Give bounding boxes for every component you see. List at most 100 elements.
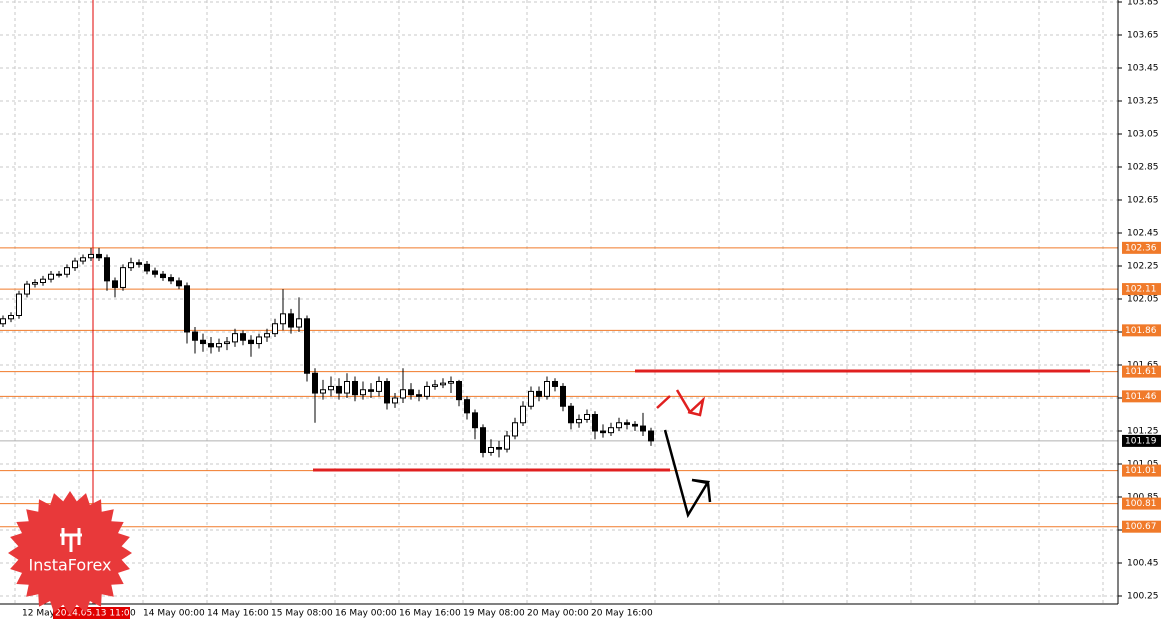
y-tick-label: 101.65 — [1127, 361, 1159, 371]
candle-body — [208, 343, 214, 348]
candle-body — [424, 385, 430, 397]
candles — [0, 247, 654, 458]
candle-body — [528, 390, 534, 407]
candle-body — [264, 333, 270, 338]
candle-body — [16, 293, 22, 316]
level-label: 101.61 — [1125, 367, 1157, 377]
candle-body — [168, 277, 174, 282]
candle-body — [328, 385, 334, 391]
vertical-grid — [14, 0, 1104, 604]
candle-body — [504, 435, 510, 450]
candle-body — [256, 336, 262, 345]
y-tick-label: 102.45 — [1127, 229, 1159, 239]
candle-body — [152, 270, 158, 275]
candle-body — [320, 389, 326, 394]
candle-body — [344, 381, 350, 394]
level-label-box — [1122, 324, 1161, 337]
level-label-box — [1122, 464, 1161, 477]
candle-body — [40, 278, 46, 284]
candle-body — [600, 430, 606, 434]
candle-body — [128, 262, 134, 269]
candle-body — [480, 427, 486, 453]
y-tick-label: 100.25 — [1127, 592, 1159, 602]
candle-body — [520, 405, 526, 424]
y-tick-label: 103.45 — [1127, 64, 1159, 74]
candle-body — [584, 414, 590, 420]
level-label-box — [1122, 365, 1161, 378]
candle-body — [472, 412, 478, 429]
level-label-box — [1122, 520, 1161, 533]
x-tick-label: 12 May — [22, 609, 56, 619]
candle-body — [272, 323, 278, 335]
current-price-box — [1122, 434, 1161, 447]
x-tick-label: 2014.05.13 11:00 — [55, 609, 136, 619]
y-tick-label: 102.85 — [1127, 163, 1159, 173]
candle-body — [64, 267, 70, 275]
candle-body — [104, 257, 110, 282]
y-tick-label: 100.85 — [1127, 493, 1159, 503]
candle-body — [120, 267, 126, 288]
candle-body — [0, 318, 6, 325]
candle-body — [408, 389, 414, 396]
candle-body — [560, 385, 566, 407]
candle-body — [640, 425, 646, 432]
x-tick-label: 14 May 16:00 — [207, 609, 269, 619]
candle-body — [248, 339, 254, 345]
y-tick-label: 102.65 — [1127, 196, 1159, 206]
candle-body — [360, 389, 366, 396]
candle-body — [176, 280, 182, 287]
y-tick-label: 101.25 — [1127, 427, 1159, 437]
candle-body — [184, 285, 190, 333]
y-tick-label: 102.05 — [1127, 295, 1159, 305]
candle-body — [464, 399, 470, 414]
level-label: 100.81 — [1125, 499, 1157, 509]
candle-body — [416, 394, 422, 397]
candle-body — [624, 422, 630, 425]
candle-body — [544, 381, 550, 397]
candle-body — [304, 318, 310, 374]
level-label: 101.46 — [1125, 392, 1157, 402]
candle-body — [216, 343, 222, 348]
logo-text: InstaForex — [29, 556, 112, 575]
candle-body — [8, 315, 14, 320]
x-tick-label: 20 May 16:00 — [591, 609, 653, 619]
candle-body — [200, 339, 206, 345]
candle-body — [224, 341, 230, 345]
logo: InstaForex — [8, 491, 132, 615]
logo-badge — [8, 491, 132, 615]
level-label: 101.86 — [1125, 326, 1157, 336]
level-label-box — [1122, 497, 1161, 510]
candle-body — [240, 333, 246, 341]
y-tick-label: 101.05 — [1127, 460, 1159, 470]
candle-body — [280, 313, 286, 325]
candle-body — [384, 381, 390, 404]
alt-arrow — [656, 395, 671, 409]
level-label: 101.01 — [1125, 466, 1157, 476]
candle-body — [608, 427, 614, 434]
candle-body — [112, 280, 118, 288]
candle-body — [160, 273, 166, 279]
current-price-label: 101.19 — [1125, 436, 1157, 446]
candle-body — [400, 389, 406, 399]
candle-body — [24, 283, 30, 295]
candle-body — [56, 273, 62, 276]
y-tick-label: 103.05 — [1127, 130, 1159, 140]
candle-body — [536, 390, 542, 397]
candle-body — [512, 422, 518, 437]
candle-body — [568, 405, 574, 424]
candle-body — [552, 381, 558, 387]
level-label-box — [1122, 241, 1161, 254]
candle-body — [496, 447, 502, 450]
candle-body — [440, 382, 446, 386]
candle-body — [616, 422, 622, 429]
candle-body — [592, 414, 598, 432]
candle-body — [376, 381, 382, 392]
candle-body — [48, 273, 54, 280]
logo-icon — [60, 528, 82, 552]
candle-body — [448, 381, 454, 384]
y-tick-label: 103.85 — [1127, 0, 1159, 8]
x-tick-label: 14 May 00:00 — [143, 609, 205, 619]
candle-body — [32, 282, 38, 285]
